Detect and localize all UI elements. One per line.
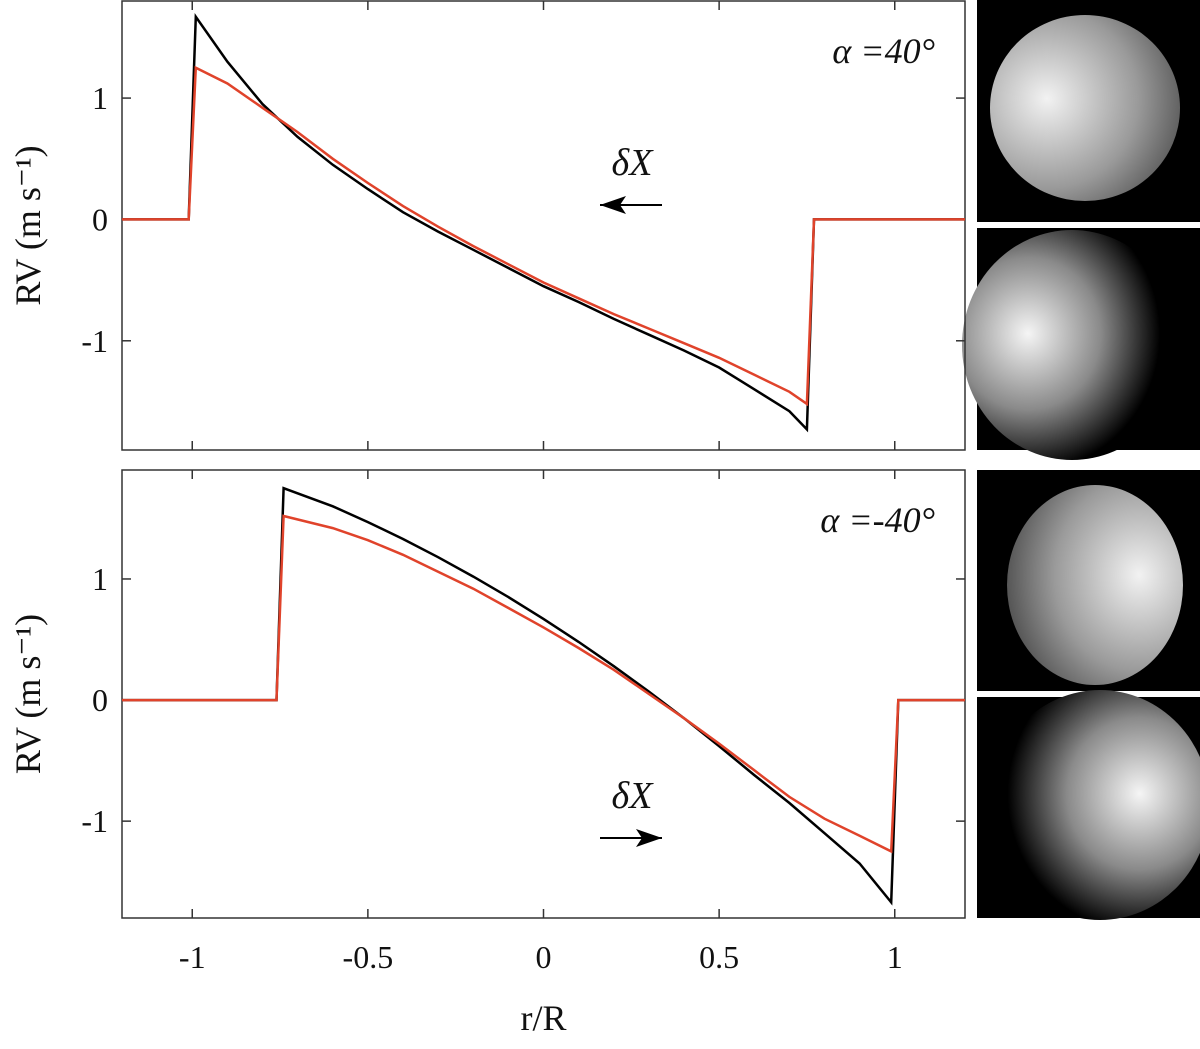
x-axis-label: r/R [520, 998, 566, 1038]
y-tick-label: 1 [92, 80, 108, 116]
y-tick-label: 1 [92, 561, 108, 597]
arrow-label: δX [612, 775, 655, 817]
y-axis-label: RV (m s⁻¹) [8, 614, 48, 774]
series-line [122, 486, 965, 906]
disc [990, 690, 1200, 920]
arrow-label: δX [612, 142, 655, 184]
series-line [122, 65, 965, 407]
arrow-head [636, 829, 662, 847]
y-tick-label: 0 [92, 201, 108, 237]
y-axis-label: RV (m s⁻¹) [8, 145, 48, 305]
disc-images [962, 0, 1200, 920]
x-tick-label: 0 [536, 939, 552, 975]
y-tick-label: 0 [92, 682, 108, 718]
disc [962, 230, 1182, 460]
y-tick-label: -1 [81, 803, 108, 839]
annotation: α =-40° [820, 500, 935, 540]
annotation: α =40° [832, 31, 935, 71]
series-line [122, 514, 965, 854]
y-tick-label: -1 [81, 323, 108, 359]
series-line [122, 13, 965, 433]
x-tick-label: -0.5 [343, 939, 394, 975]
disc [1007, 485, 1183, 685]
x-tick-label: -1 [179, 939, 206, 975]
x-tick-label: 0.5 [699, 939, 739, 975]
x-tick-label: 1 [887, 939, 903, 975]
disc [990, 15, 1180, 201]
arrow-head [600, 196, 626, 214]
